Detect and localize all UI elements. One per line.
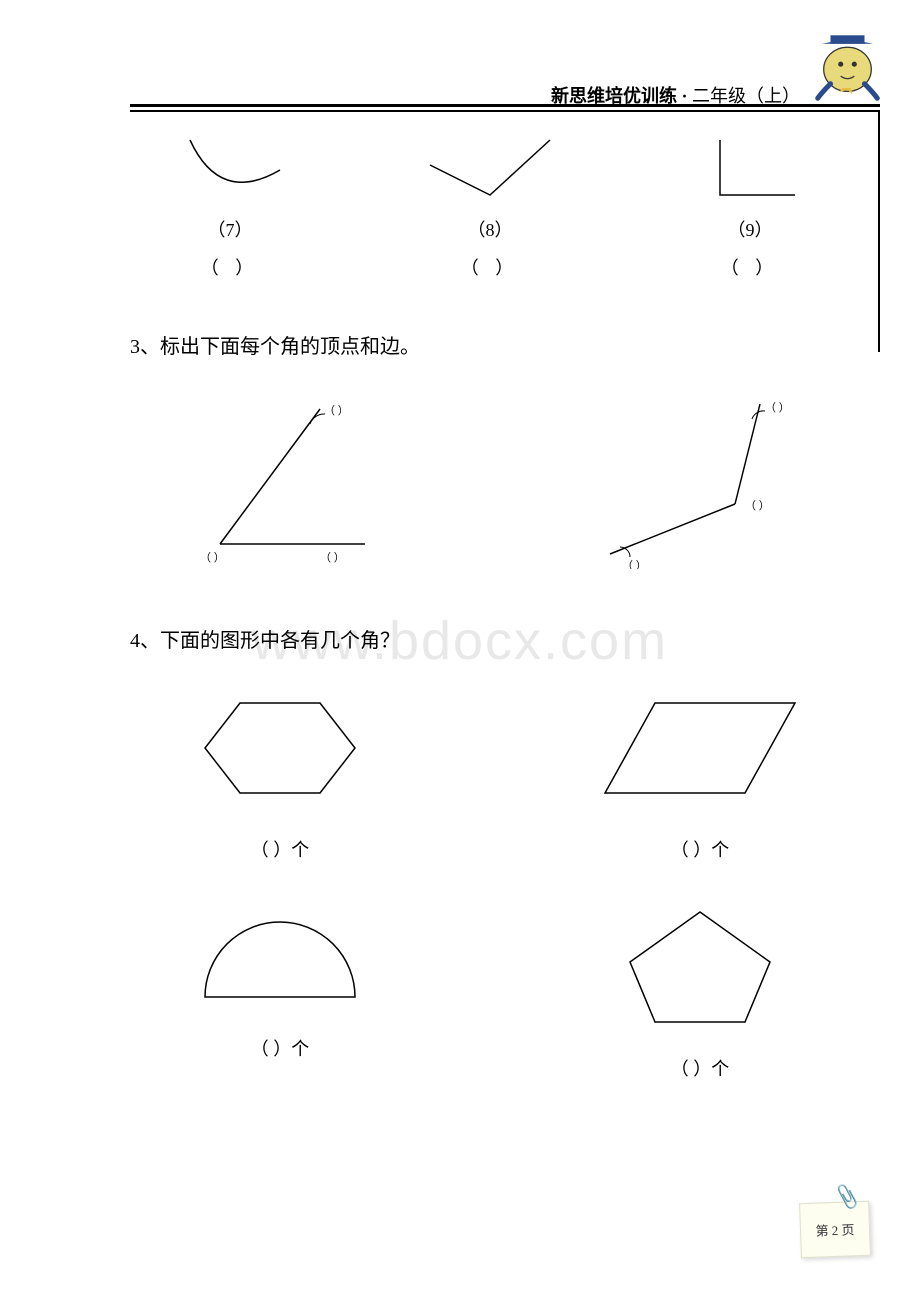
q3-angle-2: （ ） （ ） （ ）: [570, 389, 810, 574]
arc-icon: [160, 130, 300, 210]
right-angle-icon: [690, 130, 810, 210]
q4-row-2: （ ）个 （ ）个: [130, 902, 850, 1081]
hexagon-icon: [190, 683, 370, 813]
fig-7-blank: （ ）: [130, 254, 330, 280]
fig-7: （7） （ ）: [130, 130, 330, 280]
rhombus-icon: [595, 683, 805, 813]
q4-rhombus: （ ）个: [590, 683, 810, 862]
q4-hexagon: （ ）个: [170, 683, 390, 862]
q4-hexagon-count: （ ）个: [170, 836, 390, 862]
q3-2-label-top: （ ）: [765, 401, 790, 414]
side-border: [878, 112, 880, 352]
q3-2-label-side: （ ）: [622, 559, 647, 569]
page-number-note: 📎 第 2 页: [799, 1201, 871, 1258]
fig-9-num: （9）: [650, 216, 850, 242]
fig-8-blank: （ ）: [390, 254, 590, 280]
page-number: 第 2 页: [815, 1219, 855, 1239]
header-rule-1: [130, 104, 880, 107]
q4-semicircle-count: （ ）个: [170, 1035, 390, 1061]
q3-1-label-side: （ ）: [320, 551, 345, 564]
q4-row-1: （ ）个 （ ）个: [130, 683, 850, 862]
q4-rhombus-count: （ ）个: [590, 836, 810, 862]
pentagon-icon: [615, 902, 785, 1032]
q4-text: 4、下面的图形中各有几个角？: [130, 624, 850, 653]
angle-v-icon: [415, 130, 565, 210]
q3-1-label-top: （ ）: [324, 404, 349, 417]
header-rule-2: [130, 110, 880, 112]
q4-pentagon: （ ）个: [590, 902, 810, 1081]
header-grade: 二年级（上）: [692, 86, 800, 106]
mascot-icon: [805, 20, 890, 105]
fig-7-num: （7）: [130, 216, 330, 242]
q4-pentagon-count: （ ）个: [590, 1055, 810, 1081]
fig-9-blank: （ ）: [650, 254, 850, 280]
fig-9: （9） （ ）: [650, 130, 850, 280]
q3-1-label-vertex: （ ）: [200, 551, 225, 564]
q3-angle-1: （ ） （ ） （ ）: [170, 389, 410, 574]
paperclip-icon: 📎: [832, 1182, 862, 1212]
angle-shape-1: （ ） （ ） （ ）: [170, 389, 410, 569]
semicircle-icon: [185, 902, 375, 1012]
page-footer: 📎 第 2 页: [800, 1202, 880, 1272]
fig-8-num: （8）: [390, 216, 590, 242]
header-title-bold: 新思维培优训练 ·: [551, 86, 692, 106]
q3-2-label-vertex: （ ）: [745, 499, 770, 512]
angle-shape-2: （ ） （ ） （ ）: [570, 389, 810, 569]
q3-text: 3、标出下面每个角的顶点和边。: [130, 330, 850, 359]
fig-8: （8） （ ）: [390, 130, 590, 280]
q2-figure-row: （7） （ ） （8） （ ） （9） （ ）: [130, 130, 850, 280]
q4-semicircle: （ ）个: [170, 902, 390, 1081]
q3-row: （ ） （ ） （ ） （ ） （ ） （ ）: [130, 389, 850, 574]
